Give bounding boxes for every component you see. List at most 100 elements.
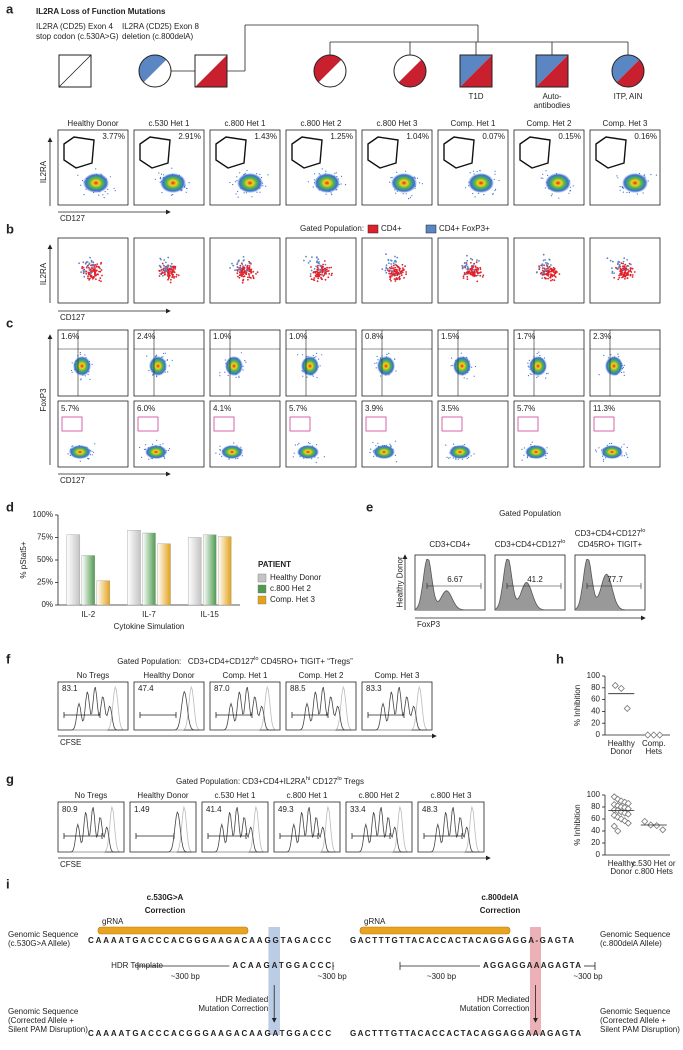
event-dot	[99, 277, 102, 279]
event-dot	[387, 269, 389, 272]
event-dot	[114, 190, 116, 192]
event-dot	[311, 256, 313, 258]
density-cloud	[301, 356, 319, 376]
event-dot	[160, 173, 163, 175]
plot-frame	[361, 329, 433, 397]
event-dot	[316, 256, 318, 259]
event-dot	[242, 256, 245, 258]
event-dot	[455, 458, 457, 460]
gate-name-part: lo	[561, 539, 565, 545]
sample-name: c.800 Het 2	[301, 119, 342, 128]
event-dot	[401, 263, 404, 266]
event-dot	[554, 276, 557, 278]
event-dot	[256, 173, 258, 175]
y-tick-label: 40	[591, 826, 600, 835]
event-dot	[71, 371, 73, 373]
legend-text: CD4+	[381, 224, 402, 233]
event-dot	[316, 270, 319, 273]
event-dot	[471, 366, 473, 368]
event-dot	[159, 272, 162, 275]
histogram	[202, 807, 268, 853]
event-dot	[403, 268, 405, 271]
event-dot	[93, 270, 96, 273]
category-label: c.800 Hets	[635, 867, 673, 876]
density-cloud	[601, 445, 623, 459]
plot-frame	[57, 129, 129, 206]
event-dot	[527, 362, 529, 364]
event-dot	[171, 276, 174, 279]
event-dot	[550, 264, 552, 266]
event-dot	[294, 444, 296, 446]
event-dot	[385, 271, 388, 274]
event-dot	[306, 376, 308, 378]
event-dot	[552, 266, 555, 269]
event-dot	[629, 267, 632, 270]
gate-percent: 4.1%	[213, 404, 231, 413]
event-dot	[323, 260, 326, 262]
event-dot	[163, 267, 166, 269]
gate-percent: 1.0%	[213, 332, 231, 341]
event-dot	[527, 365, 529, 367]
panel-letter: e	[366, 499, 373, 514]
event-dot	[92, 264, 94, 266]
event-dot	[633, 271, 636, 273]
gate	[593, 416, 615, 432]
density-cloud	[605, 356, 623, 376]
sample-name: No Tregs	[75, 791, 107, 800]
gate	[61, 416, 83, 432]
event-dot	[302, 354, 304, 356]
event-dot	[617, 262, 619, 265]
pedigree-half	[398, 59, 426, 87]
event-dot	[394, 266, 396, 269]
event-dot	[475, 261, 478, 264]
event-dot	[626, 259, 629, 261]
event-dot	[170, 262, 173, 265]
event-dot	[172, 194, 174, 196]
plot-frame	[57, 400, 129, 468]
histogram	[346, 807, 412, 853]
event-dot	[498, 179, 500, 182]
axis-label: % Inhibition	[573, 804, 582, 845]
gate	[519, 136, 551, 169]
event-dot	[542, 267, 544, 269]
plot-frame	[437, 237, 509, 304]
event-dot	[168, 365, 170, 367]
section-title: c.800delA	[481, 893, 519, 902]
event-dot	[445, 444, 447, 446]
event-dot	[453, 443, 455, 445]
event-dot	[310, 278, 313, 280]
density-cloud	[149, 356, 167, 376]
event-dot	[545, 377, 547, 379]
event-dot	[81, 267, 83, 270]
event-dot	[236, 262, 239, 264]
event-dot	[631, 267, 634, 270]
event-dot	[326, 266, 328, 269]
gate-percent: 5.7%	[61, 404, 79, 413]
event-dot	[237, 457, 239, 460]
sequence: CAAAATGACCCACGGGAAGACAAGATGGACCC	[88, 1029, 331, 1038]
event-dot	[395, 461, 398, 463]
event-dot	[543, 264, 545, 267]
sequence-label: Silent PAM Disruption)	[8, 1025, 88, 1034]
y-tick-label: 100%	[33, 510, 53, 519]
legend-swatch	[425, 224, 437, 234]
event-dot	[461, 267, 464, 270]
event-dot	[481, 276, 484, 278]
gate	[441, 416, 463, 432]
event-dot	[370, 448, 372, 450]
event-dot	[541, 269, 544, 272]
gate-name-part: CD3+CD4+CD127	[495, 540, 562, 549]
bar	[187, 537, 202, 606]
event-dot	[330, 274, 333, 276]
event-dot	[159, 266, 162, 269]
event-dot	[625, 265, 628, 268]
event-dot	[238, 267, 241, 269]
event-dot	[80, 271, 82, 273]
density-cloud	[377, 356, 395, 376]
event-dot	[546, 270, 549, 273]
plot-frame	[361, 129, 433, 206]
event-dot	[396, 265, 399, 267]
y-tick-label: 20	[591, 718, 600, 727]
event-dot	[107, 193, 109, 195]
event-dot	[572, 185, 574, 187]
